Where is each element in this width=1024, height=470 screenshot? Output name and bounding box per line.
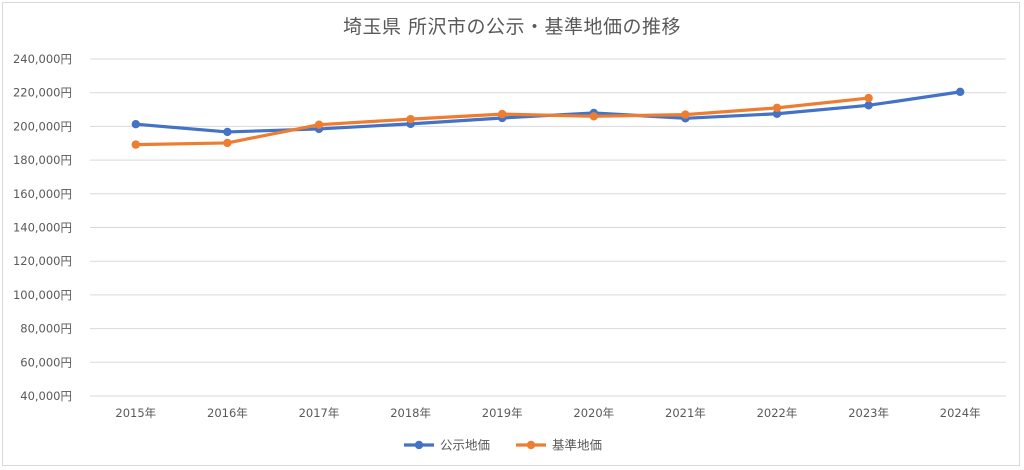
x-tick-label: 2024年	[940, 406, 981, 420]
data-point	[314, 120, 324, 129]
legend-label: 基準地価	[552, 438, 602, 453]
data-point	[223, 127, 232, 137]
y-tick-label: 240,000円	[13, 52, 72, 66]
x-axis-tick-labels: 2015年 2016年 2017年 2018年 2019年 2020年 2021年 2022年…	[115, 406, 980, 420]
x-tick-label: 2016年	[207, 406, 248, 420]
data-point	[864, 101, 873, 110]
x-tick-label: 2023年	[848, 406, 889, 420]
y-tick-label: 200,000円	[13, 119, 72, 133]
legend-marker	[414, 440, 424, 450]
data-point	[131, 120, 140, 129]
data-point	[131, 140, 140, 149]
x-tick-label: 2021年	[665, 406, 706, 420]
data-point	[681, 110, 690, 119]
x-tick-label: 2015年	[115, 406, 156, 420]
y-tick-label: 80,000円	[20, 322, 72, 336]
chart-title: 埼玉県 所沢市の公示・基準地価の推移	[342, 16, 682, 38]
data-point	[956, 87, 965, 97]
data-point	[498, 109, 507, 119]
x-tick-label: 2020年	[573, 406, 614, 420]
legend: 公示地価 基準地価	[404, 438, 602, 453]
y-tick-label: 100,000円	[13, 288, 72, 302]
legend-label: 公示地価	[440, 438, 490, 453]
data-point	[223, 138, 232, 148]
series-lines	[131, 87, 965, 149]
legend-marker	[526, 440, 536, 450]
y-tick-label: 140,000円	[13, 221, 72, 235]
x-tick-label: 2022年	[757, 406, 798, 420]
data-point	[589, 112, 598, 121]
series-0	[131, 87, 965, 137]
data-point	[864, 93, 873, 103]
data-point	[406, 114, 415, 124]
y-axis-tick-labels: 40,000円 60,000円 80,000円 100,000円 120,000円 140…	[13, 52, 72, 403]
data-point	[772, 109, 782, 118]
y-tick-label: 120,000円	[13, 254, 72, 268]
gridlines	[90, 58, 1006, 397]
legend-item: 基準地価	[516, 438, 602, 453]
y-tick-label: 180,000円	[13, 153, 72, 167]
x-tick-label: 2018年	[390, 406, 431, 420]
legend-item: 公示地価	[404, 438, 490, 453]
y-tick-label: 220,000円	[13, 86, 72, 100]
x-tick-label: 2017年	[299, 406, 340, 420]
series-1	[131, 93, 873, 149]
y-tick-label: 60,000円	[20, 355, 72, 369]
x-tick-label: 2019年	[482, 406, 523, 420]
data-point	[772, 103, 782, 113]
y-tick-label: 160,000円	[13, 187, 72, 201]
y-tick-label: 40,000円	[20, 389, 72, 403]
